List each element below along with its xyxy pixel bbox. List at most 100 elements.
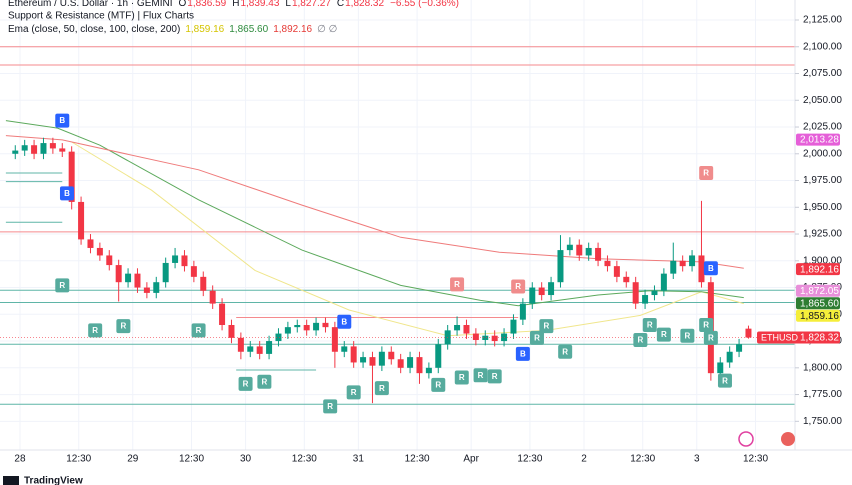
marker-label: R — [534, 333, 540, 342]
marker-badge — [238, 376, 253, 391]
marker-label: B — [520, 350, 526, 359]
marker-badge — [656, 327, 671, 342]
marker-badge — [703, 261, 718, 276]
ema-value: 1,859.16 — [185, 24, 224, 35]
marker-label: B — [341, 317, 347, 326]
axes: 1,750.001,775.001,800.001,825.001,850.00… — [14, 15, 842, 465]
marker-label: R — [92, 326, 98, 335]
legend-header: Ethereum / U.S. Dollar · 1h · GEMINI O1,8… — [8, 0, 459, 35]
candle-body — [576, 244, 583, 256]
price-label: 2,013.28 — [800, 135, 839, 146]
candle-body — [482, 335, 489, 340]
y-tick-label: 1,800.00 — [803, 362, 842, 373]
candle-body — [228, 325, 235, 338]
footer: TradingView — [3, 431, 795, 485]
marker-badge — [88, 323, 103, 338]
x-tick-label: 12:30 — [630, 454, 655, 465]
signal-marker: R — [346, 385, 361, 400]
marker-label: R — [243, 379, 249, 388]
marker-badge — [454, 370, 469, 385]
signal-marker: R — [323, 399, 338, 414]
signal-marker: R — [717, 373, 732, 388]
marker-label: R — [703, 321, 709, 330]
candle-body — [162, 262, 169, 283]
marker-label: R — [703, 169, 709, 178]
y-tick-label: 2,075.00 — [803, 68, 842, 79]
candle-body — [40, 143, 47, 154]
signal-marker: R — [450, 277, 465, 292]
marker-label: R — [459, 373, 465, 382]
marker-label: R — [351, 388, 357, 397]
icon[interactable] — [781, 432, 795, 446]
signal-marker: R — [680, 328, 695, 343]
candle-body — [313, 322, 320, 331]
candle-body — [472, 333, 479, 340]
symbol-title: Ethereum / U.S. Dollar · 1h · GEMINI — [8, 0, 173, 9]
signal-marker: B — [55, 113, 70, 128]
candle-body — [388, 351, 395, 360]
marker-label: R — [478, 371, 484, 380]
marker-badge — [487, 369, 502, 384]
last-price-box — [757, 331, 840, 344]
candles — [0, 137, 795, 404]
last-price-symbol: ETHUSD — [761, 332, 799, 342]
y-tick-label: 1,775.00 — [803, 389, 842, 400]
icon[interactable] — [738, 431, 754, 447]
y-tick-label: 1,950.00 — [803, 202, 842, 213]
signal-marker: B — [515, 346, 530, 361]
marker-badge — [55, 278, 70, 293]
marker-label: R — [492, 372, 498, 381]
marker-label: R — [120, 322, 126, 331]
candle-body — [181, 255, 188, 267]
x-tick-label: 30 — [240, 454, 252, 465]
marker-badge — [717, 373, 732, 388]
candle-body — [143, 287, 150, 293]
signal-marker: R — [511, 279, 526, 294]
ema-name: Ema (close, 50, close, 100, close, 200) — [8, 24, 180, 35]
marker-label: B — [59, 116, 65, 125]
price-label: 1,892.16 — [800, 264, 839, 275]
candle-body — [726, 351, 733, 363]
x-tick-label: 31 — [353, 454, 365, 465]
candle-body — [209, 290, 216, 304]
marker-label: B — [64, 189, 70, 198]
candle-body — [538, 287, 545, 296]
candle-body — [463, 325, 470, 334]
x-tick-label: 12:30 — [292, 454, 317, 465]
ema-legend: Ema (close, 50, close, 100, close, 200) 1… — [8, 24, 337, 35]
change: −6.55 (−0.36%) — [390, 0, 459, 9]
last-price-label: 1,828.32 — [800, 333, 839, 344]
candle-body — [566, 244, 573, 251]
signal-marker: R — [257, 374, 272, 389]
candle-body — [717, 362, 724, 374]
signal-marker: B — [337, 314, 352, 329]
candle-body — [425, 367, 432, 374]
candle-body — [31, 145, 38, 154]
brand-name: TradingView — [24, 476, 83, 485]
price-label-box — [796, 133, 840, 146]
price-label-box — [796, 309, 840, 322]
signal-marker: R — [374, 381, 389, 396]
candle-body — [190, 266, 197, 277]
marker-label: R — [647, 321, 653, 330]
y-tick-label: 2,100.00 — [803, 41, 842, 52]
candle-body — [68, 151, 75, 202]
marker-badge — [59, 186, 74, 201]
signal-marker: R — [699, 166, 714, 181]
ohlc-value: 1,827.27 — [292, 0, 331, 9]
candle-body — [49, 143, 56, 149]
ema-value: 1,892.16 — [273, 24, 312, 35]
candle-body — [491, 335, 498, 342]
marker-badge — [55, 113, 70, 128]
x-tick-label: 28 — [14, 454, 26, 465]
signal-marker: R — [656, 327, 671, 342]
ohlc-key: H — [232, 0, 239, 9]
marker-badge — [515, 346, 530, 361]
x-tick-label: 2 — [581, 454, 587, 465]
candle-body — [106, 255, 113, 266]
signal-marker: R — [539, 319, 554, 334]
y-tick-label: 1,900.00 — [803, 255, 842, 266]
